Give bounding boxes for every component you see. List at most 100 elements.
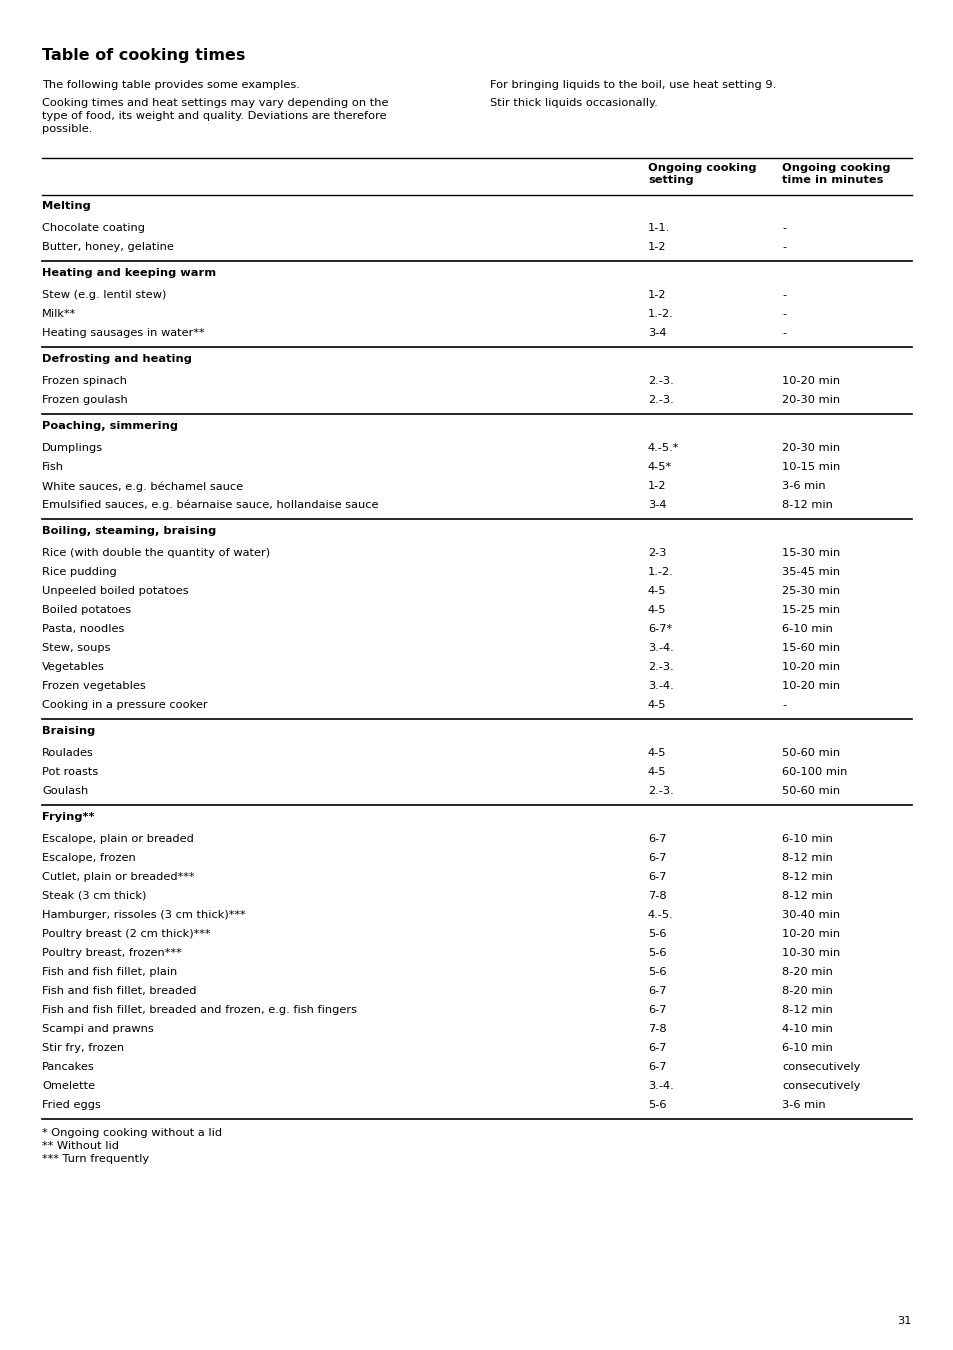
Text: Goulash: Goulash (42, 786, 89, 796)
Text: Fried eggs: Fried eggs (42, 1100, 101, 1110)
Text: Frozen spinach: Frozen spinach (42, 377, 127, 386)
Text: Fish and fish fillet, breaded: Fish and fish fillet, breaded (42, 986, 196, 996)
Text: 1.-2.: 1.-2. (647, 567, 673, 576)
Text: 1-2: 1-2 (647, 290, 666, 300)
Text: consecutively: consecutively (781, 1081, 860, 1091)
Text: Scampi and prawns: Scampi and prawns (42, 1025, 153, 1034)
Text: Vegetables: Vegetables (42, 662, 105, 672)
Text: 50-60 min: 50-60 min (781, 748, 840, 757)
Text: 5-6: 5-6 (647, 929, 666, 940)
Text: 20-30 min: 20-30 min (781, 396, 840, 405)
Text: 4-5: 4-5 (647, 701, 666, 710)
Text: Heating sausages in water**: Heating sausages in water** (42, 328, 204, 338)
Text: 3-4: 3-4 (647, 328, 666, 338)
Text: 2.-3.: 2.-3. (647, 396, 673, 405)
Text: 4-5: 4-5 (647, 748, 666, 757)
Text: possible.: possible. (42, 124, 92, 134)
Text: Frying**: Frying** (42, 811, 94, 822)
Text: 1-1.: 1-1. (647, 223, 670, 234)
Text: 10-20 min: 10-20 min (781, 662, 840, 672)
Text: Ongoing cooking: Ongoing cooking (781, 163, 889, 173)
Text: Stir thick liquids occasionally.: Stir thick liquids occasionally. (490, 99, 657, 108)
Text: Fish and fish fillet, breaded and frozen, e.g. fish fingers: Fish and fish fillet, breaded and frozen… (42, 1004, 356, 1015)
Text: 8-12 min: 8-12 min (781, 853, 832, 863)
Text: 10-15 min: 10-15 min (781, 462, 840, 472)
Text: 1-2: 1-2 (647, 242, 666, 252)
Text: 2.-3.: 2.-3. (647, 377, 673, 386)
Text: 6-7: 6-7 (647, 853, 666, 863)
Text: 8-20 min: 8-20 min (781, 967, 832, 977)
Text: Pancakes: Pancakes (42, 1062, 94, 1072)
Text: 10-20 min: 10-20 min (781, 929, 840, 940)
Text: 35-45 min: 35-45 min (781, 567, 840, 576)
Text: Braising: Braising (42, 726, 95, 736)
Text: 8-20 min: 8-20 min (781, 986, 832, 996)
Text: 4-5: 4-5 (647, 767, 666, 778)
Text: Hamburger, rissoles (3 cm thick)***: Hamburger, rissoles (3 cm thick)*** (42, 910, 245, 919)
Text: 7-8: 7-8 (647, 891, 666, 900)
Text: Boiling, steaming, braising: Boiling, steaming, braising (42, 526, 216, 536)
Text: Butter, honey, gelatine: Butter, honey, gelatine (42, 242, 173, 252)
Text: 15-60 min: 15-60 min (781, 643, 840, 653)
Text: Poultry breast (2 cm thick)***: Poultry breast (2 cm thick)*** (42, 929, 211, 940)
Text: 31: 31 (897, 1316, 911, 1326)
Text: 2.-3.: 2.-3. (647, 662, 673, 672)
Text: Heating and keeping warm: Heating and keeping warm (42, 269, 216, 278)
Text: setting: setting (647, 176, 693, 185)
Text: 4-5: 4-5 (647, 605, 666, 616)
Text: Melting: Melting (42, 201, 91, 211)
Text: -: - (781, 290, 785, 300)
Text: 3.-4.: 3.-4. (647, 1081, 673, 1091)
Text: Chocolate coating: Chocolate coating (42, 223, 145, 234)
Text: Dumplings: Dumplings (42, 443, 103, 454)
Text: 3-4: 3-4 (647, 500, 666, 510)
Text: Frozen goulash: Frozen goulash (42, 396, 128, 405)
Text: 10-30 min: 10-30 min (781, 948, 840, 958)
Text: Stir fry, frozen: Stir fry, frozen (42, 1044, 124, 1053)
Text: Pasta, noodles: Pasta, noodles (42, 624, 124, 634)
Text: Rice (with double the quantity of water): Rice (with double the quantity of water) (42, 548, 270, 558)
Text: 4.-5.*: 4.-5.* (647, 443, 679, 454)
Text: 5-6: 5-6 (647, 948, 666, 958)
Text: ** Without lid: ** Without lid (42, 1141, 119, 1152)
Text: 6-10 min: 6-10 min (781, 624, 832, 634)
Text: Ongoing cooking: Ongoing cooking (647, 163, 756, 173)
Text: 25-30 min: 25-30 min (781, 586, 840, 595)
Text: Omelette: Omelette (42, 1081, 95, 1091)
Text: Stew, soups: Stew, soups (42, 643, 111, 653)
Text: 15-30 min: 15-30 min (781, 548, 840, 558)
Text: 5-6: 5-6 (647, 967, 666, 977)
Text: 8-12 min: 8-12 min (781, 1004, 832, 1015)
Text: 1-2: 1-2 (647, 481, 666, 491)
Text: Escalope, frozen: Escalope, frozen (42, 853, 135, 863)
Text: Cooking times and heat settings may vary depending on the: Cooking times and heat settings may vary… (42, 99, 388, 108)
Text: 6-7: 6-7 (647, 1062, 666, 1072)
Text: 50-60 min: 50-60 min (781, 786, 840, 796)
Text: Unpeeled boiled potatoes: Unpeeled boiled potatoes (42, 586, 189, 595)
Text: Stew (e.g. lentil stew): Stew (e.g. lentil stew) (42, 290, 166, 300)
Text: * Ongoing cooking without a lid: * Ongoing cooking without a lid (42, 1129, 222, 1138)
Text: 6-10 min: 6-10 min (781, 834, 832, 844)
Text: Frozen vegetables: Frozen vegetables (42, 680, 146, 691)
Text: -: - (781, 242, 785, 252)
Text: 8-12 min: 8-12 min (781, 500, 832, 510)
Text: -: - (781, 309, 785, 319)
Text: 6-7: 6-7 (647, 1004, 666, 1015)
Text: Pot roasts: Pot roasts (42, 767, 98, 778)
Text: time in minutes: time in minutes (781, 176, 882, 185)
Text: 6-7: 6-7 (647, 872, 666, 882)
Text: 2.-3.: 2.-3. (647, 786, 673, 796)
Text: Rice pudding: Rice pudding (42, 567, 116, 576)
Text: 6-7: 6-7 (647, 834, 666, 844)
Text: 7-8: 7-8 (647, 1025, 666, 1034)
Text: 3.-4.: 3.-4. (647, 680, 673, 691)
Text: Boiled potatoes: Boiled potatoes (42, 605, 131, 616)
Text: -: - (781, 701, 785, 710)
Text: Cooking in a pressure cooker: Cooking in a pressure cooker (42, 701, 208, 710)
Text: Fish and fish fillet, plain: Fish and fish fillet, plain (42, 967, 177, 977)
Text: The following table provides some examples.: The following table provides some exampl… (42, 80, 299, 90)
Text: *** Turn frequently: *** Turn frequently (42, 1154, 149, 1164)
Text: 3-6 min: 3-6 min (781, 1100, 824, 1110)
Text: Roulades: Roulades (42, 748, 93, 757)
Text: Emulsified sauces, e.g. béarnaise sauce, hollandaise sauce: Emulsified sauces, e.g. béarnaise sauce,… (42, 500, 378, 510)
